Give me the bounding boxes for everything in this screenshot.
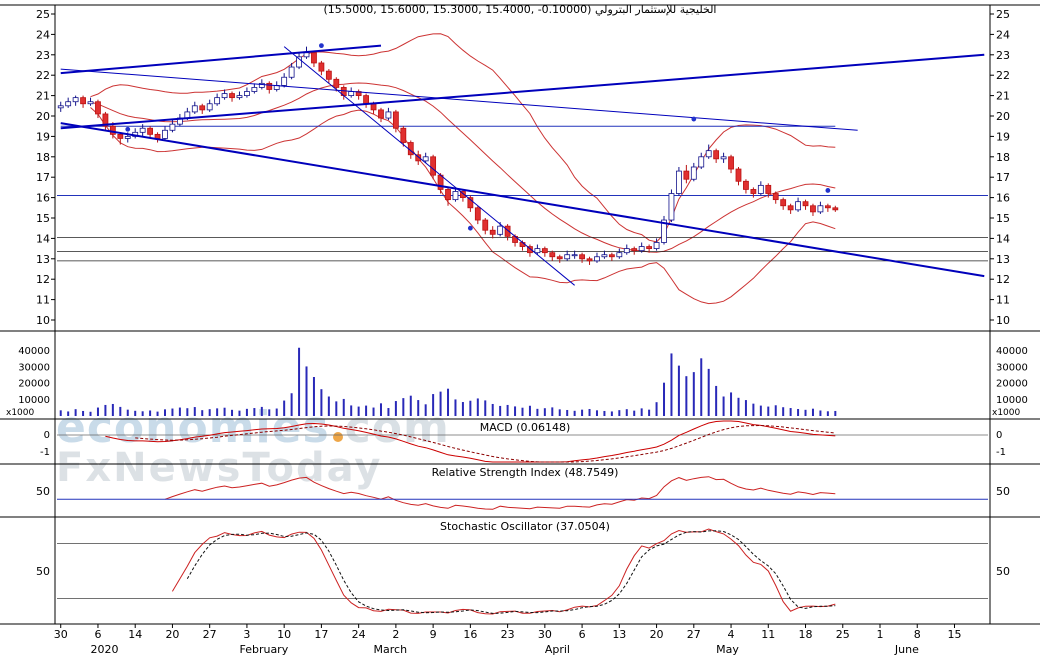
svg-text:24: 24	[352, 628, 366, 641]
svg-text:27: 27	[203, 628, 217, 641]
svg-text:-1: -1	[40, 447, 50, 458]
svg-text:0: 0	[996, 430, 1002, 441]
svg-text:23: 23	[996, 49, 1010, 62]
svg-text:May: May	[716, 643, 739, 656]
svg-text:8: 8	[914, 628, 921, 641]
svg-text:14: 14	[36, 232, 50, 245]
svg-text:12: 12	[36, 273, 50, 286]
svg-text:11: 11	[36, 294, 50, 307]
svg-text:16: 16	[36, 192, 50, 205]
svg-text:20: 20	[36, 110, 50, 123]
stochastic-label: Stochastic Oscillator (37.0504)	[440, 520, 610, 533]
svg-text:16: 16	[463, 628, 477, 641]
svg-text:9: 9	[430, 628, 437, 641]
svg-text:14: 14	[996, 232, 1010, 245]
svg-text:16: 16	[996, 192, 1010, 205]
rsi-label: Relative Strength Index (48.7549)	[431, 466, 619, 479]
svg-text:6: 6	[94, 628, 101, 641]
svg-text:18: 18	[36, 151, 50, 164]
svg-text:18: 18	[996, 151, 1010, 164]
svg-text:1: 1	[877, 628, 884, 641]
svg-text:19: 19	[36, 130, 50, 143]
svg-text:24: 24	[996, 28, 1010, 41]
svg-text:50: 50	[36, 565, 50, 578]
chart-title: (15.5000, 15.6000, 15.3000, 15.4000, -0.…	[323, 3, 717, 16]
svg-text:24: 24	[36, 28, 50, 41]
svg-text:40000: 40000	[996, 346, 1028, 357]
svg-text:23: 23	[36, 49, 50, 62]
svg-text:11: 11	[761, 628, 775, 641]
svg-text:30: 30	[538, 628, 552, 641]
svg-text:22: 22	[996, 69, 1010, 82]
svg-text:27: 27	[687, 628, 701, 641]
svg-text:13: 13	[612, 628, 626, 641]
svg-text:10: 10	[996, 314, 1010, 327]
svg-text:-1: -1	[996, 447, 1006, 458]
svg-text:February: February	[239, 643, 288, 656]
svg-text:15: 15	[996, 212, 1010, 225]
svg-text:30000: 30000	[996, 362, 1028, 373]
svg-text:17: 17	[36, 171, 50, 184]
svg-text:x1000: x1000	[6, 408, 35, 418]
svg-text:15: 15	[36, 212, 50, 225]
svg-text:50: 50	[996, 485, 1010, 498]
svg-text:18: 18	[799, 628, 813, 641]
svg-text:10: 10	[277, 628, 291, 641]
svg-text:13: 13	[996, 253, 1010, 266]
svg-text:June: June	[894, 643, 919, 656]
svg-text:20000: 20000	[996, 379, 1028, 390]
svg-text:50: 50	[996, 565, 1010, 578]
svg-text:20: 20	[650, 628, 664, 641]
svg-text:20000: 20000	[18, 379, 50, 390]
svg-text:30: 30	[54, 628, 68, 641]
svg-text:10000: 10000	[18, 395, 50, 406]
svg-text:25: 25	[996, 8, 1010, 21]
svg-text:23: 23	[501, 628, 515, 641]
svg-text:17: 17	[314, 628, 328, 641]
macd-label: MACD (0.06148)	[479, 421, 571, 434]
svg-text:6: 6	[579, 628, 586, 641]
svg-text:21: 21	[996, 90, 1010, 103]
svg-text:0: 0	[44, 430, 50, 441]
svg-text:21: 21	[36, 90, 50, 103]
svg-text:14: 14	[128, 628, 142, 641]
svg-text:19: 19	[996, 130, 1010, 143]
svg-text:20: 20	[996, 110, 1010, 123]
svg-text:25: 25	[836, 628, 850, 641]
svg-text:17: 17	[996, 171, 1010, 184]
svg-text:25: 25	[36, 8, 50, 21]
svg-text:30000: 30000	[18, 362, 50, 373]
svg-text:2: 2	[392, 628, 399, 641]
svg-text:10: 10	[36, 314, 50, 327]
svg-text:20: 20	[165, 628, 179, 641]
svg-text:10000: 10000	[996, 395, 1028, 406]
svg-text:50: 50	[36, 485, 50, 498]
svg-text:4: 4	[728, 628, 735, 641]
svg-text:April: April	[545, 643, 570, 656]
svg-text:March: March	[374, 643, 408, 656]
svg-text:15: 15	[947, 628, 961, 641]
svg-text:x1000: x1000	[992, 408, 1021, 418]
svg-text:11: 11	[996, 294, 1010, 307]
svg-text:22: 22	[36, 69, 50, 82]
svg-text:3: 3	[243, 628, 250, 641]
svg-text:13: 13	[36, 253, 50, 266]
svg-text:40000: 40000	[18, 346, 50, 357]
svg-text:12: 12	[996, 273, 1010, 286]
svg-text:2020: 2020	[91, 643, 119, 656]
